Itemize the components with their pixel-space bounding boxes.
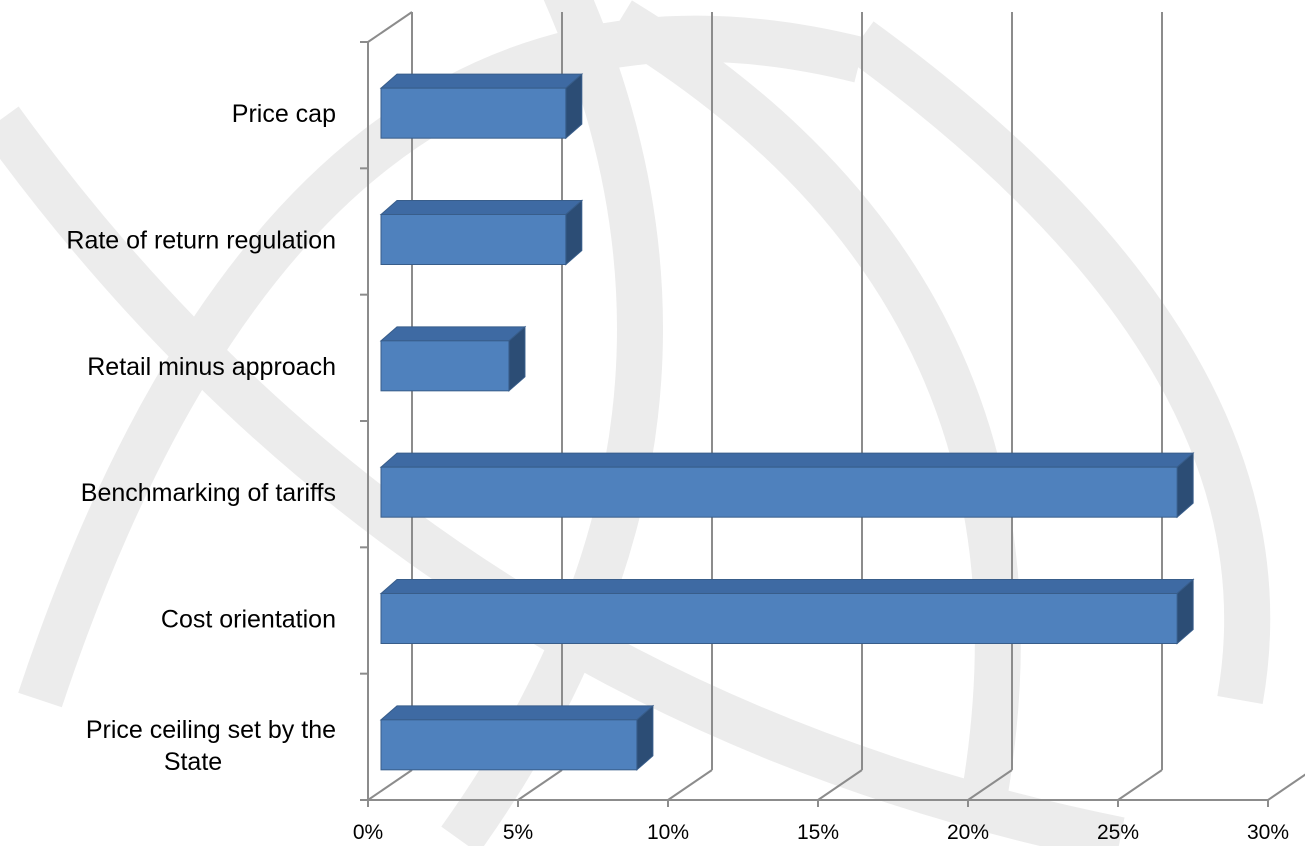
- x-tick-label-4: 20%: [947, 821, 989, 844]
- gridline-floor-3: [817, 769, 863, 801]
- gridline-floor-1: [517, 769, 563, 801]
- bar-4: [379, 578, 1195, 645]
- category-label-0: Price cap: [232, 100, 336, 128]
- gridline-floor-5: [1117, 769, 1163, 801]
- category-label-1: Rate of return regulation: [66, 227, 336, 255]
- bar-top-4: [379, 579, 1195, 594]
- bar-front-3: [380, 466, 1178, 518]
- bar-front-4: [380, 593, 1178, 644]
- category-label-5-line-1: State: [164, 748, 222, 776]
- category-label-5: Price ceiling set by the State: [86, 716, 336, 776]
- bar-top-5: [379, 705, 655, 721]
- gridline-floor-6: [1267, 773, 1305, 801]
- x-tick-label-5: 25%: [1097, 821, 1139, 844]
- bar-top-1: [379, 200, 584, 215]
- category-label-2: Retail minus approach: [87, 353, 336, 381]
- category-label-3: Benchmarking of tariffs: [81, 479, 336, 507]
- bar-front-5: [380, 719, 638, 771]
- category-label-4: Cost orientation: [161, 606, 336, 634]
- bar-front-2: [380, 340, 510, 392]
- x-tick-label-2: 10%: [647, 821, 689, 844]
- bar-front-0: [380, 87, 567, 139]
- watermark-arc-4: [846, 21, 1271, 704]
- x-tick-labels: 0% 5% 10% 15% 20% 25% 30%: [353, 821, 1289, 844]
- watermark-arc-0: [18, 15, 866, 708]
- bar-front-1: [380, 214, 567, 265]
- bar-top-0: [379, 73, 584, 89]
- gridline-floor-2: [667, 769, 713, 801]
- floor-left-edge: [367, 769, 413, 801]
- bar-1: [379, 199, 584, 266]
- wall-top-edge: [367, 11, 413, 43]
- bar-5: [379, 704, 655, 771]
- bar-0: [379, 73, 584, 140]
- x-tick-label-6: 30%: [1247, 821, 1289, 844]
- x-tick-label-0: 0%: [353, 821, 383, 844]
- bar-top-3: [379, 452, 1195, 468]
- gridline-floor-4: [967, 769, 1013, 801]
- bar-top-2: [379, 326, 527, 342]
- x-tick-label-1: 5%: [503, 821, 533, 844]
- bar-3: [379, 452, 1195, 519]
- category-labels: Price cap Rate of return regulation Retail…: [66, 100, 336, 776]
- x-tick-label-3: 15%: [797, 821, 839, 844]
- bar-2: [379, 325, 527, 392]
- watermark-arc-2: [608, 0, 1021, 825]
- category-label-5-line-0: Price ceiling set by the: [86, 716, 336, 744]
- chart-bars: [379, 73, 1195, 771]
